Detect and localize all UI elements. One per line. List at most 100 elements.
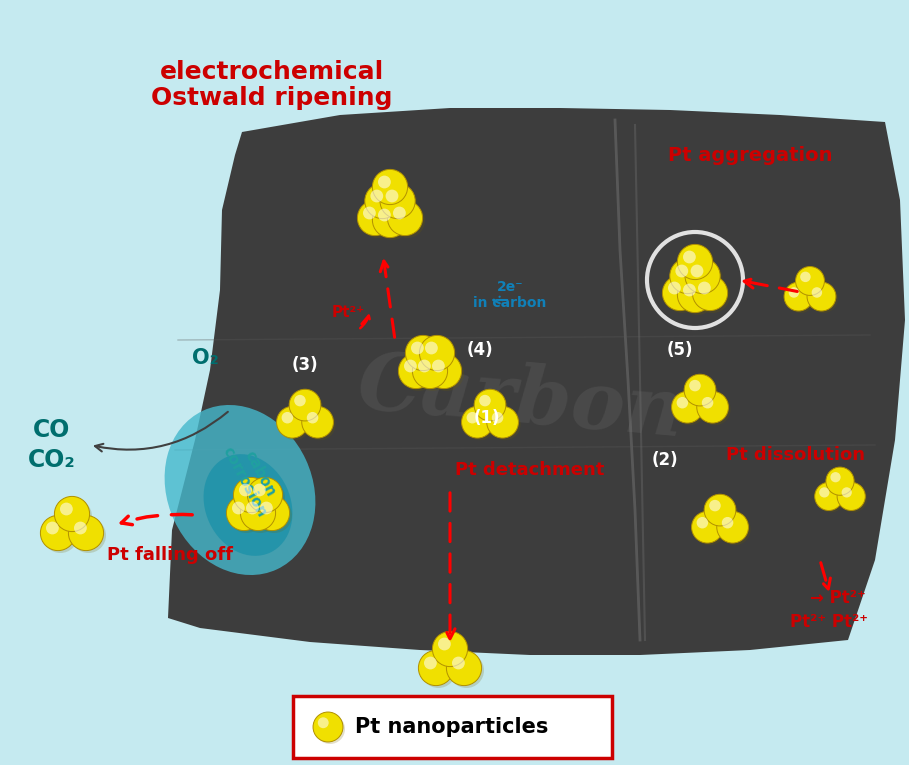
- Circle shape: [786, 284, 815, 313]
- Circle shape: [816, 484, 844, 513]
- Circle shape: [55, 496, 90, 532]
- Circle shape: [318, 718, 329, 728]
- Circle shape: [686, 376, 718, 408]
- Circle shape: [464, 409, 495, 440]
- Circle shape: [719, 513, 751, 545]
- Circle shape: [71, 518, 106, 553]
- Circle shape: [680, 280, 715, 315]
- Circle shape: [492, 412, 504, 424]
- Text: O₂: O₂: [192, 348, 218, 368]
- Circle shape: [373, 169, 407, 204]
- Text: CO: CO: [34, 418, 71, 442]
- Circle shape: [702, 397, 714, 409]
- Text: 2e⁻
in carbon: 2e⁻ in carbon: [474, 280, 546, 310]
- Circle shape: [315, 714, 345, 744]
- Circle shape: [476, 392, 508, 423]
- Circle shape: [390, 203, 425, 238]
- Circle shape: [426, 353, 462, 389]
- Text: cabon
corrosion: cabon corrosion: [220, 436, 285, 519]
- Circle shape: [683, 284, 695, 296]
- Circle shape: [486, 406, 518, 438]
- Circle shape: [380, 184, 415, 219]
- Circle shape: [415, 356, 450, 391]
- Circle shape: [435, 633, 470, 669]
- Circle shape: [405, 335, 441, 370]
- Ellipse shape: [165, 405, 315, 575]
- Circle shape: [839, 484, 867, 513]
- Text: Pt falling off: Pt falling off: [107, 546, 233, 564]
- Circle shape: [411, 342, 424, 354]
- Circle shape: [797, 269, 826, 298]
- Circle shape: [419, 335, 454, 370]
- Circle shape: [683, 251, 695, 263]
- Circle shape: [370, 190, 384, 203]
- Circle shape: [408, 338, 443, 373]
- Text: (1): (1): [474, 409, 500, 427]
- Circle shape: [685, 259, 720, 294]
- Circle shape: [365, 184, 400, 219]
- Text: CO₂: CO₂: [28, 448, 75, 472]
- Circle shape: [239, 483, 252, 496]
- Text: (4): (4): [466, 341, 494, 359]
- Circle shape: [433, 631, 467, 666]
- Circle shape: [672, 392, 704, 423]
- Circle shape: [367, 186, 403, 221]
- Circle shape: [40, 516, 75, 551]
- Circle shape: [363, 207, 375, 220]
- Text: Pt dissolution: Pt dissolution: [725, 446, 864, 464]
- Text: Pt²⁺ Pt²⁺: Pt²⁺ Pt²⁺: [790, 613, 868, 631]
- Circle shape: [360, 203, 395, 238]
- Circle shape: [422, 338, 457, 373]
- Circle shape: [378, 209, 391, 221]
- Text: Pt detachment: Pt detachment: [455, 461, 604, 479]
- Circle shape: [232, 502, 245, 514]
- Circle shape: [479, 395, 491, 406]
- Text: → Pt²⁺: → Pt²⁺: [810, 589, 865, 607]
- Circle shape: [375, 172, 410, 207]
- Circle shape: [418, 360, 431, 373]
- Circle shape: [784, 282, 813, 311]
- Circle shape: [307, 412, 318, 424]
- Circle shape: [680, 247, 715, 282]
- Circle shape: [289, 389, 321, 421]
- Circle shape: [425, 342, 438, 354]
- Circle shape: [424, 656, 437, 669]
- Circle shape: [842, 487, 852, 497]
- Circle shape: [243, 498, 278, 533]
- Ellipse shape: [204, 454, 293, 556]
- Text: (3): (3): [292, 356, 318, 374]
- Circle shape: [60, 503, 73, 516]
- Text: (2): (2): [652, 451, 678, 469]
- Text: (5): (5): [666, 341, 694, 359]
- Text: electrochemical: electrochemical: [160, 60, 385, 84]
- Circle shape: [449, 653, 484, 688]
- Circle shape: [295, 395, 305, 406]
- Circle shape: [672, 261, 707, 296]
- Circle shape: [446, 650, 482, 685]
- Circle shape: [404, 360, 417, 373]
- Circle shape: [828, 469, 856, 497]
- Circle shape: [814, 482, 843, 510]
- Circle shape: [691, 265, 704, 278]
- Circle shape: [698, 282, 711, 295]
- Circle shape: [282, 412, 293, 424]
- Circle shape: [357, 200, 393, 236]
- Circle shape: [677, 244, 713, 279]
- Circle shape: [809, 284, 838, 313]
- Circle shape: [304, 409, 335, 440]
- Circle shape: [670, 259, 705, 294]
- Circle shape: [387, 200, 423, 236]
- Text: Ostwald ripening: Ostwald ripening: [151, 86, 393, 110]
- Circle shape: [253, 483, 265, 496]
- Circle shape: [668, 282, 681, 295]
- Circle shape: [452, 656, 464, 669]
- Circle shape: [393, 207, 405, 220]
- Circle shape: [401, 356, 436, 391]
- Circle shape: [229, 498, 264, 533]
- Circle shape: [74, 522, 86, 535]
- Circle shape: [302, 406, 334, 438]
- Circle shape: [704, 494, 736, 526]
- Circle shape: [812, 287, 822, 298]
- Circle shape: [68, 516, 104, 551]
- Circle shape: [663, 275, 697, 311]
